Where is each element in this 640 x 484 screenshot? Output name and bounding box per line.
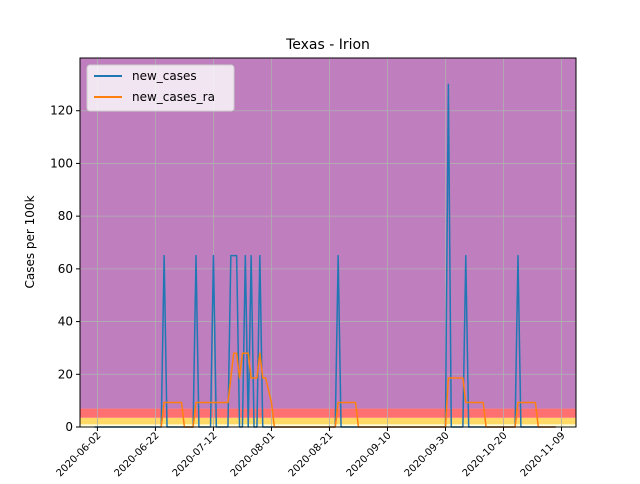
x-tick-label-3: 2020-08-01 <box>229 430 278 479</box>
legend-box <box>86 64 235 112</box>
series-line-new-cases <box>94 83 556 428</box>
legend: new_cases new_cases_ra <box>86 64 235 112</box>
y-tick-label-4: 80 <box>58 209 73 223</box>
series-line-new-cases-ra <box>160 352 556 428</box>
y-tick-label-2: 40 <box>58 315 73 329</box>
legend-label-new-cases-ra: new_cases_ra <box>132 90 215 104</box>
x-tick-label-5: 2020-09-10 <box>345 430 394 479</box>
y-tick-label-0: 0 <box>65 420 73 434</box>
chart-title: Texas - Irion <box>285 37 370 53</box>
background-band-2 <box>80 408 576 418</box>
y-tick-label-6: 120 <box>50 104 73 118</box>
y-tick-label-3: 60 <box>58 262 73 276</box>
y-axis-label: Cases per 100k <box>23 195 37 288</box>
plot-background <box>80 58 576 427</box>
plot-frame <box>79 57 577 428</box>
series-layer <box>94 83 556 428</box>
y-tick-label-1: 20 <box>58 367 73 381</box>
x-tick-label-8: 2020-11-09 <box>519 430 568 479</box>
x-tick-label-6: 2020-09-30 <box>403 430 452 479</box>
x-axis: 2020-06-02 2020-06-22 2020-07-12 2020-08-01… <box>55 427 568 479</box>
x-tick-label-2: 2020-07-12 <box>171 430 220 479</box>
background-band-1 <box>80 417 576 425</box>
y-tick-label-5: 100 <box>50 156 73 170</box>
legend-label-new-cases: new_cases <box>132 69 197 83</box>
x-tick-label-7: 2020-10-20 <box>461 430 510 479</box>
x-tick-label-0: 2020-06-02 <box>55 430 104 479</box>
x-tick-label-1: 2020-06-22 <box>113 430 162 479</box>
background-band-0 <box>80 424 576 427</box>
y-axis: 0 20 40 60 80 100 120 <box>50 104 80 434</box>
x-tick-label-4: 2020-08-21 <box>287 430 336 479</box>
